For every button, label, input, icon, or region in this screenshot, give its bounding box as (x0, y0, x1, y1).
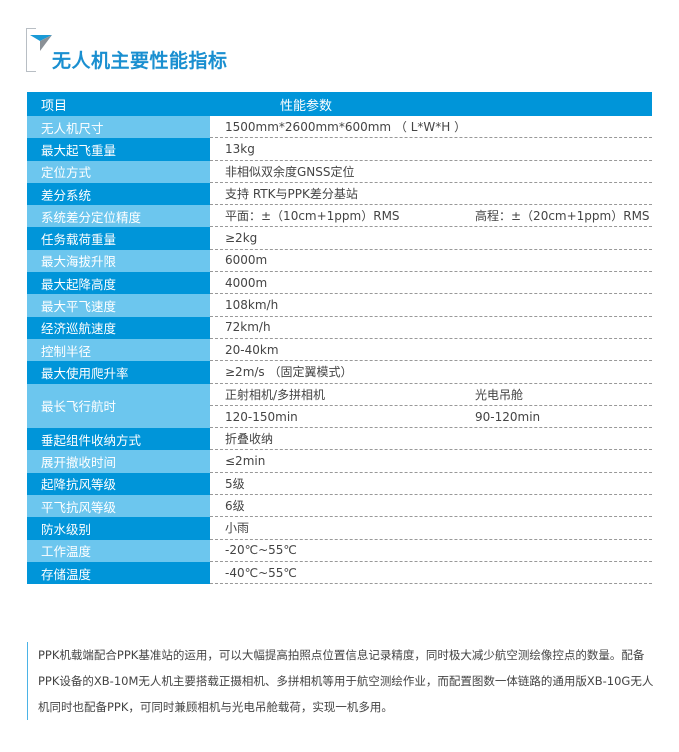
row-value: 108km/h (225, 298, 279, 313)
row-value: 正射相机/多拼相机 (225, 387, 326, 402)
table-row: 最长飞行航时 正射相机/多拼相机 光电吊舱 120-150min 90-120min (27, 383, 652, 429)
table-row: 垂起组件收纳方式 折叠收纳 (27, 428, 652, 451)
table-row: 平飞抗风等级 6级 (27, 495, 652, 518)
row-label: 经济巡航速度 (27, 316, 210, 339)
header-params: 性能参数 (280, 98, 333, 114)
table-row: 最大使用爬升率 ≥2m/s （固定翼模式） (27, 361, 652, 384)
row-value: 4000m (225, 275, 268, 290)
row-value: ≥2m/s （固定翼模式） (225, 365, 353, 380)
row-label: 起降抗风等级 (27, 472, 210, 496)
table-row: 最大海拔升限 6000m (27, 249, 652, 273)
table-row: 控制半径 20-40km (27, 338, 652, 362)
table-row: 最大起飞重量 13kg (27, 138, 652, 161)
row-value-2: 光电吊舱 (475, 387, 524, 402)
row-label: 任务载荷重量 (27, 227, 210, 250)
row-label: 展开撤收时间 (27, 450, 210, 473)
row-value: 平面：±（10cm+1ppm）RMS (225, 209, 400, 224)
table-row: 展开撤收时间 ≤2min (27, 450, 652, 473)
row-label: 垂起组件收纳方式 (27, 428, 210, 451)
row-label: 防水级别 (27, 517, 210, 540)
row-value: 6级 (225, 499, 245, 514)
row-value: 支持 RTK与PPK差分基站 (225, 187, 358, 202)
row-value: 120-150min (225, 409, 298, 424)
row-label: 控制半径 (27, 338, 210, 362)
row-value: ≥2kg (225, 231, 258, 246)
row-value: 6000m (225, 253, 268, 268)
row-label: 工作温度 (27, 539, 210, 562)
row-label: 差分系统 (27, 182, 210, 206)
flag-logo-icon (30, 35, 52, 51)
row-label: 最大平飞速度 (27, 294, 210, 317)
row-value: 72km/h (225, 320, 271, 335)
table-row: 防水级别 小雨 (27, 517, 652, 540)
table-row: 定位方式 非相似双余度GNSS定位 (27, 160, 652, 183)
row-value: 20-40km (225, 342, 279, 357)
table-row: 工作温度 -20℃~55℃ (27, 539, 652, 562)
row-value-2: 90-120min (475, 409, 541, 424)
table-row: 任务载荷重量 ≥2kg (27, 227, 652, 250)
row-label: 定位方式 (27, 160, 210, 183)
row-label: 无人机尺寸 (27, 116, 210, 139)
table-row: 经济巡航速度 72km/h (27, 316, 652, 339)
row-label: 最长飞行航时 (27, 383, 210, 429)
row-value: 13kg (225, 141, 255, 156)
table-row: 系统差分定位精度 平面：±（10cm+1ppm）RMS 高程：±（20cm+1ppm… (27, 205, 652, 228)
row-label: 最大使用爬升率 (27, 361, 210, 384)
row-value: 1500mm*2600mm*600mm （ L*W*H ） (225, 120, 467, 135)
title-bracket (26, 28, 36, 72)
table-header: 项目 性能参数 (27, 92, 652, 116)
header-item: 项目 (41, 98, 68, 114)
table-row: 最大平飞速度 108km/h (27, 294, 652, 317)
row-value: 非相似双余度GNSS定位 (225, 164, 355, 179)
row-value: -40℃~55℃ (225, 565, 297, 580)
row-label: 最大起降高度 (27, 272, 210, 295)
table-row: 最大起降高度 4000m (27, 272, 652, 295)
row-value: 小雨 (225, 521, 250, 536)
page-title: 无人机主要性能指标 (52, 50, 228, 72)
description-paragraph: PPK机载端配合PPK基准站的运用，可以大幅提高拍照点位置信息记录精度，同时极大… (27, 642, 662, 720)
row-value: 5级 (225, 476, 245, 491)
row-value: 折叠收纳 (225, 432, 274, 447)
row-label: 平飞抗风等级 (27, 495, 210, 518)
table-row: 起降抗风等级 5级 (27, 472, 652, 496)
table-row: 存储温度 -40℃~55℃ (27, 561, 652, 585)
row-label: 最大起飞重量 (27, 138, 210, 161)
row-label: 最大海拔升限 (27, 249, 210, 273)
row-value: -20℃~55℃ (225, 543, 297, 558)
table-row: 差分系统 支持 RTK与PPK差分基站 (27, 182, 652, 206)
row-value: ≤2min (225, 454, 266, 469)
row-label: 存储温度 (27, 561, 210, 585)
table-row: 无人机尺寸 1500mm*2600mm*600mm （ L*W*H ） (27, 116, 652, 139)
row-value-2: 高程：±（20cm+1ppm）RMS (475, 209, 650, 224)
row-label: 系统差分定位精度 (27, 205, 210, 228)
specs-table: 项目 性能参数 无人机尺寸 1500mm*2600mm*600mm （ L*W*H… (27, 92, 652, 585)
